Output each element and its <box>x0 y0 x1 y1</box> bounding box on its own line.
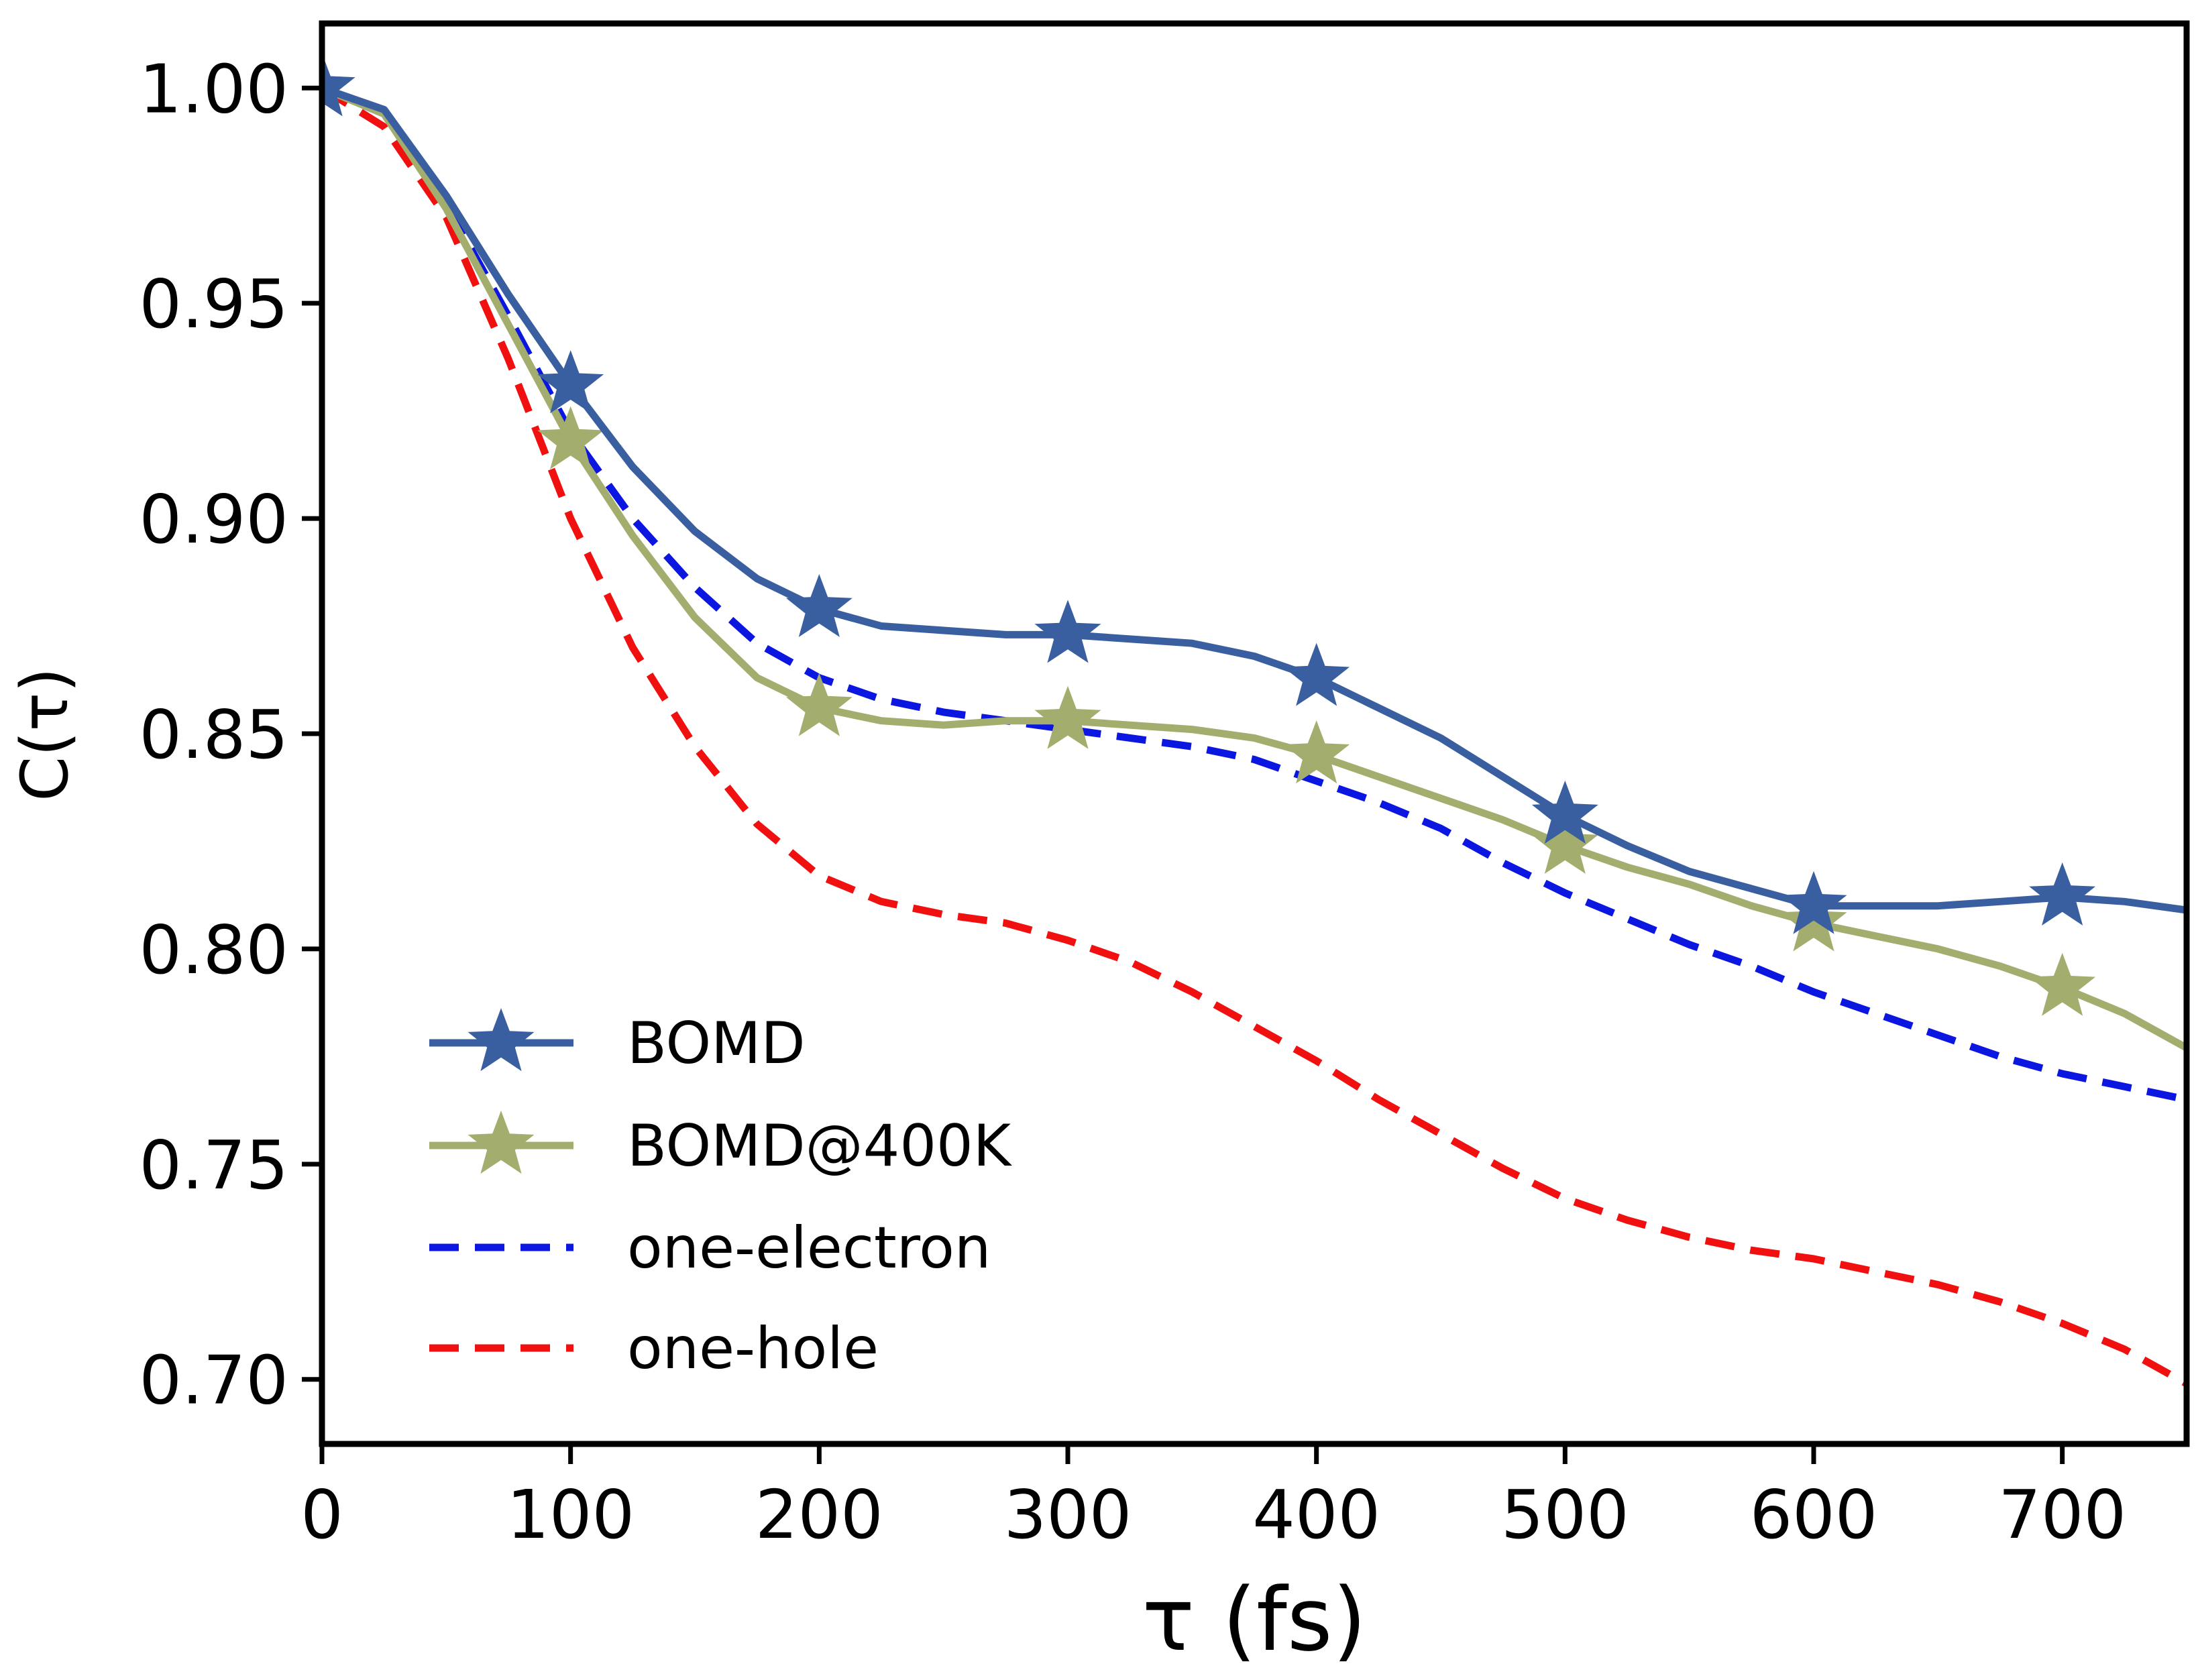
x-axis: 0 100 200 300 400 500 600 700 <box>300 1444 2126 1554</box>
series-line-one-electron <box>322 85 2187 1103</box>
y-tick-label: 1.00 <box>139 50 288 128</box>
x-tick-label: 0 <box>300 1475 343 1554</box>
series-marker-bomd <box>2029 862 2096 926</box>
series-line-one-hole <box>322 85 2187 1387</box>
series-marker-bomd <box>1780 871 1847 934</box>
y-tick-label: 0.80 <box>139 911 288 989</box>
x-tick-label: 200 <box>755 1475 883 1554</box>
series-layer <box>322 53 2187 1387</box>
series-marker-bomd-400k <box>2029 952 2096 1016</box>
legend-label-one-electron: one-electron <box>627 1215 991 1282</box>
x-tick-label: 400 <box>1252 1475 1380 1554</box>
y-tick-label: 0.70 <box>139 1341 288 1420</box>
series-marker-bomd <box>322 53 355 117</box>
series-marker-bomd-400k <box>1531 810 1598 874</box>
legend-marker-bomd <box>468 1008 535 1072</box>
y-tick-label: 0.85 <box>139 695 288 774</box>
legend-label-bomd-400k: BOMD@400K <box>627 1113 1013 1180</box>
series-marker-bomd-400k <box>785 673 853 736</box>
x-tick-label: 600 <box>1750 1475 1878 1554</box>
legend: BOMD BOMD@400K one-electron one-hole <box>429 1008 1013 1382</box>
y-tick-label: 0.95 <box>139 265 288 343</box>
series-marker-bomd <box>537 350 604 414</box>
plot-frame <box>319 20 2190 1447</box>
legend-label-bomd: BOMD <box>627 1010 806 1077</box>
series-marker-bomd <box>1034 600 1101 663</box>
series-line-bomd-400k <box>322 85 2187 1052</box>
x-tick-label: 700 <box>1998 1475 2126 1554</box>
series-marker-bomd <box>785 573 853 637</box>
x-tick-label: 500 <box>1501 1475 1629 1554</box>
series-marker-bomd-400k <box>1034 685 1101 749</box>
y-axis: 0.70 0.75 0.80 0.85 0.90 0.95 1.00 <box>139 50 322 1420</box>
y-tick-label: 0.90 <box>139 480 288 559</box>
y-axis-label: C(τ) <box>7 667 83 801</box>
series-marker-bomd-400k <box>1283 720 1350 784</box>
x-tick-label: 100 <box>506 1475 635 1554</box>
x-tick-label: 300 <box>1004 1475 1132 1554</box>
x-axis-label: τ (fs) <box>1142 1569 1367 1671</box>
legend-marker-bomd-400k <box>468 1111 535 1174</box>
series-marker-bomd-400k <box>537 406 604 469</box>
series-marker-bomd <box>1283 642 1350 706</box>
series-marker-bomd <box>1531 780 1598 844</box>
y-tick-label: 0.75 <box>139 1126 288 1205</box>
series-line-bomd <box>322 85 2187 914</box>
legend-label-one-hole: one-hole <box>627 1315 879 1382</box>
